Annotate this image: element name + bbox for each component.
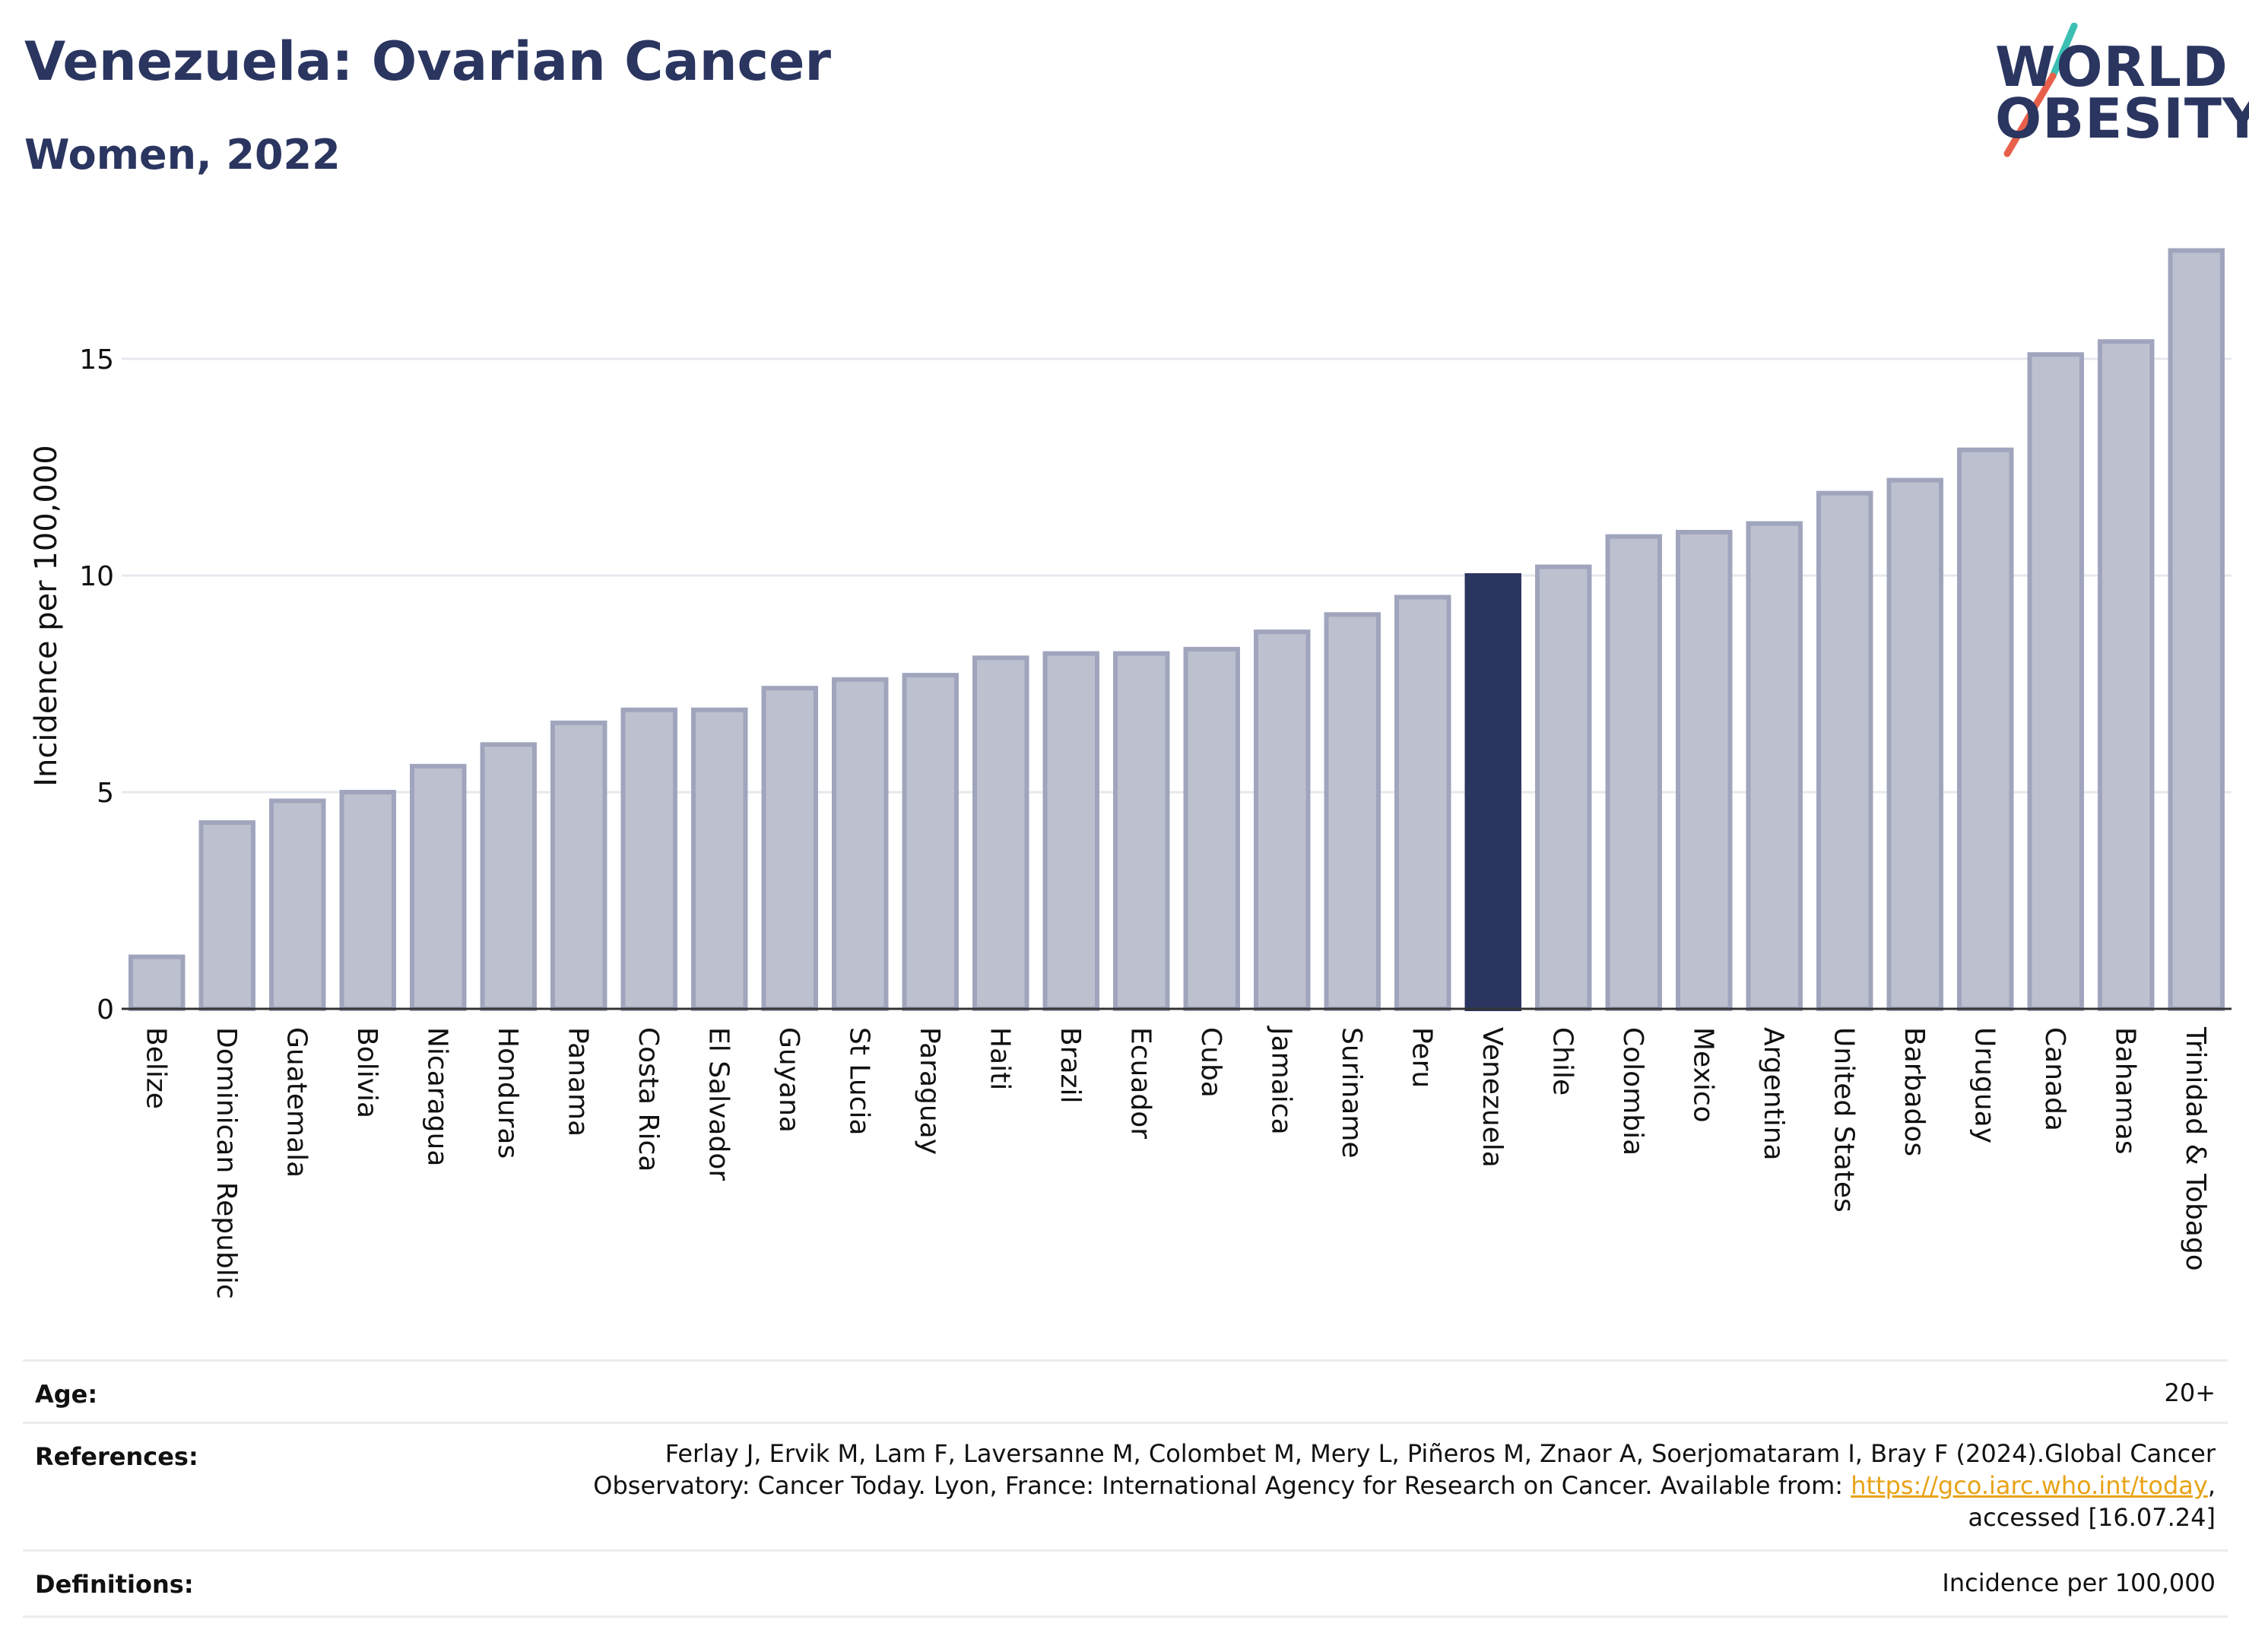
chart-subtitle: Women, 2022 [24,131,341,179]
logo-slash-icon [2003,23,2078,157]
bar-united-states[interactable] [1816,490,1873,1011]
x-tick-label: Paraguay [914,1027,945,1155]
x-tick-label: Chile [1546,1027,1578,1096]
bar-st-lucia[interactable] [832,677,889,1011]
x-tick-label: Trinidad & Tobago [2180,1026,2211,1271]
bar-mexico[interactable] [1676,530,1733,1011]
x-tick-label: Barbados [1898,1027,1930,1156]
bar-el-salvador[interactable] [691,707,748,1011]
bar-guyana[interactable] [761,686,818,1011]
age-value: 20+ [2164,1378,2216,1407]
y-tick-label: 5 [97,778,114,809]
x-tick-label: Venezuela [1477,1027,1508,1168]
references-line-1: Ferlay J, Ervik M, Lam F, Laversanne M, … [665,1439,2216,1468]
x-tick-label: Brazil [1055,1027,1086,1103]
x-tick-label: Argentina [1758,1027,1789,1161]
x-tick-label: St Lucia [843,1027,874,1136]
y-tick-label: 10 [79,561,114,592]
references-label: References: [35,1442,198,1471]
bar-bahamas[interactable] [2098,339,2155,1011]
bar-panama[interactable] [550,720,607,1011]
bar-belize[interactable] [128,954,186,1011]
bar-ecuador[interactable] [1113,651,1170,1011]
x-tick-label: Ecuador [1124,1027,1156,1139]
references-link[interactable]: https://gco.iarc.who.int/today [1851,1471,2208,1500]
logo-line-2: OBESITY [1995,87,2249,151]
x-tick-label: Guyana [773,1027,804,1133]
bar-chart: 0 5 10 15 Belize Dominican Republic Guatemala… [29,248,2232,1299]
x-tick-label: Mexico [1687,1027,1718,1123]
bar-venezuela[interactable] [1464,573,1521,1011]
bar-brazil[interactable] [1042,651,1099,1011]
y-axis-label: Incidence per 100,000 [29,445,64,787]
x-tick-label: Bahamas [2109,1027,2140,1155]
x-tick-label: Panama [562,1027,593,1137]
footer-row-references: References: Ferlay J, Ervik M, Lam F, La… [23,1422,2228,1550]
x-tick-label: Bolivia [351,1027,382,1118]
bar-jamaica[interactable] [1254,629,1311,1011]
bar-uruguay[interactable] [1957,447,2014,1011]
x-tick-label: Dominican Republic [211,1027,242,1299]
x-tick-labels: Belize Dominican Republic Guatemala Bolivia… [140,1026,2211,1299]
chart-title: Venezuela: Ovarian Cancer [24,30,832,93]
bar-honduras[interactable] [480,742,537,1011]
bar-nicaragua[interactable] [410,763,467,1011]
bar-dominican-republic[interactable] [198,820,255,1012]
footer-row-definitions: Definitions: Incidence per 100,000 [23,1549,2228,1618]
x-tick-label: Peru [1406,1027,1437,1088]
x-tick-label: Haiti [984,1027,1015,1090]
age-label: Age: [35,1380,98,1409]
x-tick-label: Costa Rica [633,1027,664,1172]
x-tick-label: Suriname [1336,1027,1367,1159]
references-line-2-prefix: Observatory: Cancer Today. Lyon, France:… [593,1471,1851,1500]
bar-bolivia[interactable] [339,790,396,1011]
bar-costa-rica[interactable] [620,707,677,1011]
x-tick-label: United States [1828,1027,1859,1213]
bar-argentina[interactable] [1746,521,1803,1011]
y-tick-label: 15 [79,344,114,376]
x-tick-label: Canada [2039,1027,2070,1131]
x-tick-label: El Salvador [703,1027,734,1181]
footer-row-age: Age: 20+ [23,1359,2228,1422]
bar-canada[interactable] [2027,352,2084,1011]
y-tick-labels: 0 5 10 15 [79,344,114,1026]
definitions-label: Definitions: [35,1570,194,1599]
x-tick-label: Jamaica [1265,1026,1296,1135]
definitions-value: Incidence per 100,000 [1942,1568,2216,1597]
x-tick-label: Uruguay [1968,1027,2000,1143]
logo-line-1: WORLD [1995,35,2228,99]
bar-paraguay[interactable] [902,673,959,1011]
bar-haiti[interactable] [972,655,1029,1011]
bar-colombia[interactable] [1605,534,1662,1011]
bar-barbados[interactable] [1886,477,1943,1011]
x-tick-label: Colombia [1617,1027,1648,1156]
bar-peru[interactable] [1394,595,1451,1011]
bar-cuba[interactable] [1183,646,1240,1012]
x-tick-label: Guatemala [281,1027,312,1178]
world-obesity-logo: WORLD OBESITY [1984,23,2249,160]
x-tick-label: Cuba [1195,1027,1226,1098]
x-tick-label: Belize [140,1027,171,1109]
gridlines [122,357,2232,794]
bar-chile[interactable] [1535,564,1592,1011]
x-tick-label: Honduras [492,1027,523,1159]
references-line-2: Observatory: Cancer Today. Lyon, France:… [593,1470,2216,1501]
bar-guatemala[interactable] [269,798,326,1012]
bars [128,248,2225,1012]
y-tick-label: 0 [97,994,114,1026]
references-line-3: accessed [16.07.24] [1968,1503,2216,1532]
x-tick-label: Nicaragua [421,1027,452,1166]
bar-trinidad-tobago[interactable] [2168,248,2225,1011]
bar-suriname[interactable] [1324,612,1381,1011]
references-line-2-suffix: , [2207,1471,2216,1500]
references-value: Ferlay J, Ervik M, Lam F, Laversanne M, … [593,1438,2216,1533]
